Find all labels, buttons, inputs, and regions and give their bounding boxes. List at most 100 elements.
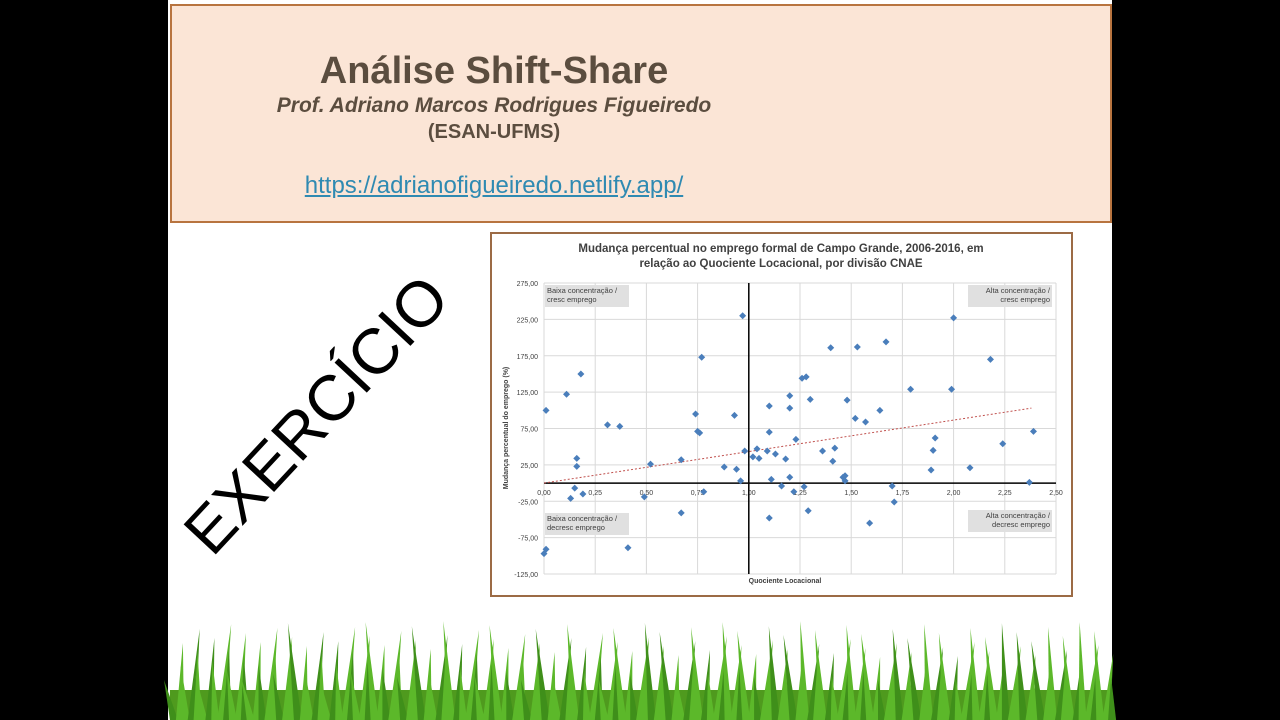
x-tick-label: 2,00 bbox=[947, 490, 961, 497]
point bbox=[573, 454, 581, 462]
point bbox=[737, 477, 745, 485]
grass-blade bbox=[583, 670, 591, 720]
point bbox=[741, 447, 749, 455]
point bbox=[800, 483, 808, 491]
grass-blade bbox=[195, 675, 208, 720]
grass-blade bbox=[287, 623, 302, 720]
grass-blade bbox=[737, 631, 751, 720]
grass-blade bbox=[1108, 677, 1117, 720]
point bbox=[563, 390, 571, 398]
institution: (ESAN-UFMS) bbox=[427, 121, 561, 143]
y-tick-label: 125,00 bbox=[517, 390, 539, 397]
author: Prof. Adriano Marcos Rodrigues Figueired… bbox=[276, 94, 712, 117]
grass-blade bbox=[319, 678, 332, 720]
grass-blade bbox=[722, 622, 733, 720]
annotation: Alta concentração / bbox=[986, 286, 1051, 295]
grass-blade bbox=[506, 671, 515, 720]
grass-blade bbox=[465, 630, 479, 720]
point bbox=[567, 494, 575, 502]
point bbox=[790, 488, 798, 496]
grass-blade bbox=[588, 633, 603, 720]
grass-blade bbox=[836, 639, 851, 720]
point bbox=[692, 410, 700, 418]
point bbox=[966, 464, 974, 472]
point bbox=[700, 488, 708, 496]
link[interactable]: https://adrianofigueiredo.netlify.app/ bbox=[304, 172, 684, 199]
grass-blade bbox=[382, 668, 391, 720]
annotation-box bbox=[968, 285, 1052, 307]
point bbox=[929, 446, 937, 454]
y-tick-label: -25,00 bbox=[518, 499, 538, 506]
grass-blade bbox=[754, 677, 763, 720]
point bbox=[698, 353, 706, 361]
x-tick-label: 2,50 bbox=[1049, 490, 1063, 497]
point bbox=[640, 493, 648, 501]
grass-blade bbox=[659, 632, 674, 720]
y-tick-label: 275,00 bbox=[517, 281, 539, 288]
point bbox=[829, 457, 837, 465]
point bbox=[853, 343, 861, 351]
y-tick-label: 25,00 bbox=[520, 463, 538, 470]
point bbox=[765, 428, 773, 436]
grass-blade bbox=[1062, 636, 1075, 720]
grass-blade bbox=[768, 626, 780, 720]
grass-blade bbox=[273, 674, 285, 720]
point bbox=[571, 484, 579, 492]
grass-blade bbox=[474, 676, 485, 720]
grass-blade bbox=[443, 621, 456, 720]
x-tick-label: 1,25 bbox=[793, 490, 807, 497]
point bbox=[851, 414, 859, 422]
grass-blade bbox=[489, 625, 503, 720]
grass-blade bbox=[258, 665, 267, 720]
grass-blade bbox=[598, 679, 609, 720]
x-tick-label: 1,50 bbox=[844, 490, 858, 497]
grass-blade bbox=[241, 679, 255, 720]
point bbox=[843, 396, 851, 404]
annotation: Baixa concentração / bbox=[547, 514, 618, 523]
grass-blade bbox=[1001, 623, 1010, 720]
grass-blade bbox=[892, 629, 904, 720]
x-tick-label: 2,25 bbox=[998, 490, 1012, 497]
y-tick-label: -125,00 bbox=[514, 572, 538, 579]
x-axis-label: Quociente Locacional bbox=[749, 578, 822, 585]
point bbox=[931, 434, 939, 442]
grass bbox=[164, 621, 1117, 720]
point bbox=[542, 406, 550, 414]
y-tick-label: 225,00 bbox=[517, 317, 539, 324]
grass-blade bbox=[567, 624, 580, 720]
grass-blade bbox=[264, 628, 278, 720]
point bbox=[677, 509, 685, 517]
point bbox=[765, 514, 773, 522]
point bbox=[888, 482, 896, 490]
annotation: cresc emprego bbox=[547, 295, 597, 304]
point bbox=[573, 462, 581, 470]
point bbox=[753, 445, 761, 453]
grass-blade bbox=[397, 677, 409, 720]
y-axis-label: Mudança percentual do emprego (%) bbox=[503, 367, 510, 490]
point bbox=[950, 314, 958, 322]
grass-blade bbox=[304, 669, 314, 720]
point bbox=[577, 370, 585, 378]
grass-blade bbox=[217, 624, 232, 720]
x-tick-label: 0,00 bbox=[537, 490, 551, 497]
point bbox=[782, 455, 790, 463]
point bbox=[806, 395, 814, 403]
point bbox=[771, 450, 779, 458]
grass-blade bbox=[938, 633, 951, 720]
grass-blade bbox=[1007, 646, 1021, 720]
grass-blade bbox=[1094, 631, 1105, 720]
point bbox=[890, 498, 898, 506]
point bbox=[866, 519, 874, 527]
point bbox=[1029, 427, 1037, 435]
grass-blade bbox=[211, 661, 220, 720]
grass-blade bbox=[1016, 632, 1028, 720]
point bbox=[948, 385, 956, 393]
x-tick-label: 1,75 bbox=[896, 490, 910, 497]
point bbox=[786, 473, 794, 481]
grass-blade bbox=[691, 627, 704, 720]
grass-blade bbox=[1048, 627, 1058, 720]
grass-blade bbox=[411, 626, 426, 720]
grass-blade bbox=[512, 634, 526, 720]
grass-blade bbox=[1078, 622, 1087, 720]
point bbox=[763, 447, 771, 455]
